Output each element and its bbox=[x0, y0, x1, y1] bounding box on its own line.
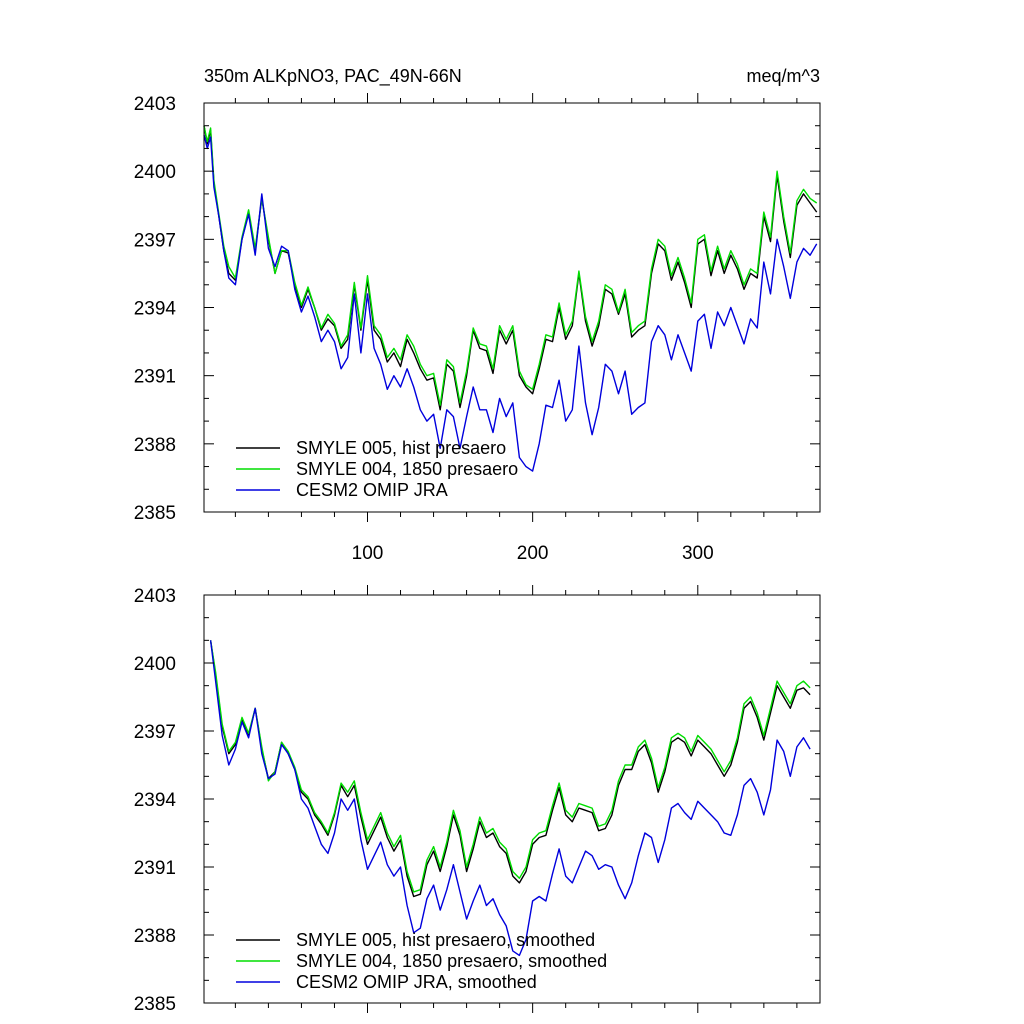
y-tick-label: 2391 bbox=[134, 858, 176, 879]
y-tick-label: 2391 bbox=[134, 367, 176, 388]
y-tick-label: 2403 bbox=[134, 94, 176, 115]
legend-label-1: SMYLE 005, hist presaero bbox=[296, 438, 506, 458]
x-tick-label: 200 bbox=[517, 543, 549, 564]
y-tick-label: 2400 bbox=[134, 654, 176, 675]
units-label: meq/m^3 bbox=[747, 66, 820, 86]
x-tick-label: 100 bbox=[352, 543, 384, 564]
legend-label-2: SMYLE 004, 1850 presaero, smoothed bbox=[296, 951, 607, 971]
legend-label-2: SMYLE 004, 1850 presaero bbox=[296, 459, 518, 479]
chart-title: 350m ALKpNO3, PAC_49N-66N bbox=[204, 66, 462, 87]
legend-label-3: CESM2 OMIP JRA bbox=[296, 480, 448, 500]
y-tick-label: 2385 bbox=[134, 994, 176, 1015]
series-line-3 bbox=[203, 134, 818, 472]
y-tick-label: 2394 bbox=[134, 790, 177, 811]
series-line-2 bbox=[203, 125, 818, 406]
y-tick-label: 2403 bbox=[134, 586, 176, 607]
chart-panel-bottom: 2385 2388 2391 2394 2397 2400 2403 SMYLE 005, h… bbox=[134, 585, 821, 1015]
legend-label-1: SMYLE 005, hist presaero, smoothed bbox=[296, 930, 595, 950]
y-tick-label: 2388 bbox=[134, 926, 176, 947]
y-tick-label: 2400 bbox=[134, 162, 176, 183]
y-tick-label: 2397 bbox=[134, 722, 176, 743]
series-line-2 bbox=[209, 640, 811, 893]
y-tick-label: 2388 bbox=[134, 435, 176, 456]
y-tick-label: 2385 bbox=[134, 503, 176, 524]
series-line-3 bbox=[209, 640, 811, 957]
y-tick-label: 2397 bbox=[134, 230, 176, 251]
legend-label-3: CESM2 OMIP JRA, smoothed bbox=[296, 972, 537, 992]
chart-panel-top: 350m ALKpNO3, PAC_49N-66N meq/m^3 2385 23… bbox=[134, 66, 821, 564]
y-tick-label: 2394 bbox=[134, 299, 177, 320]
series-line-1 bbox=[209, 640, 811, 898]
x-tick-label: 300 bbox=[682, 543, 714, 564]
